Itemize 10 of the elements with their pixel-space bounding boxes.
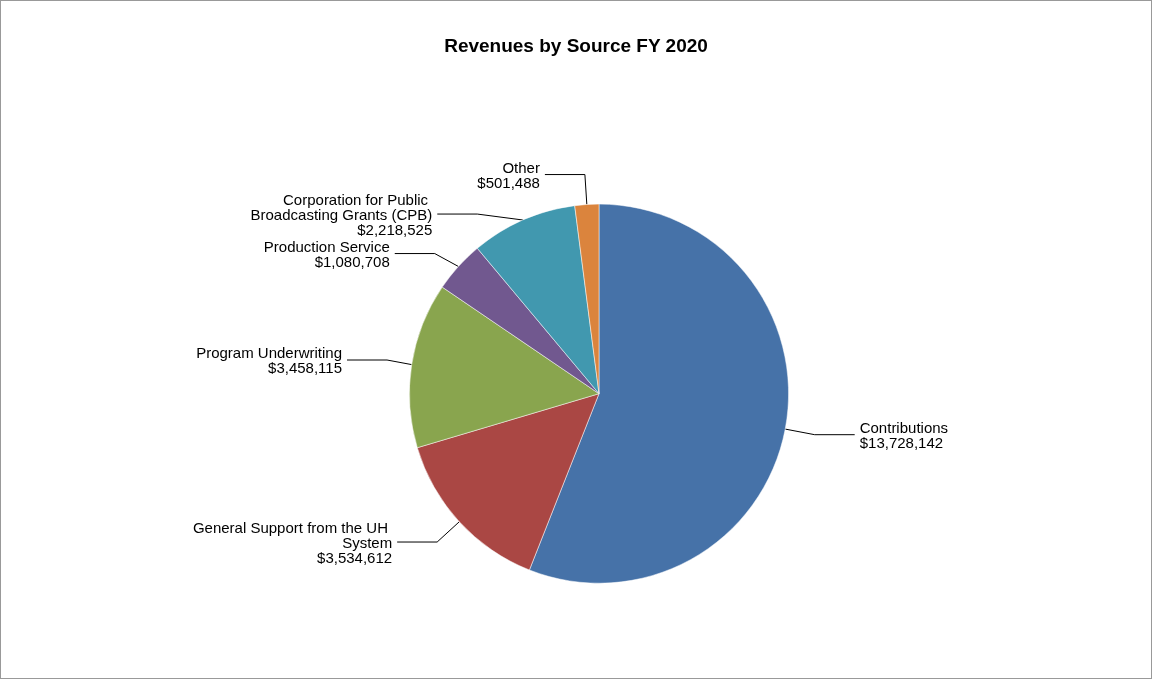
- slice-label: Other: [502, 158, 540, 176]
- slice-label: General Support from the UH System: [192, 518, 393, 551]
- chart-title: Revenues by Source FY 2020: [444, 35, 708, 56]
- slice-label: Program Underwriting: [196, 344, 343, 361]
- slice-label: Corporation for Public Broadcasting Grants (CPB): [250, 190, 433, 223]
- data-label: $501,488: [477, 173, 540, 191]
- data-label: $1,080,708: [314, 252, 390, 270]
- slice-label: Production Service: [263, 237, 390, 255]
- slice-label: Contributions: [859, 418, 949, 436]
- data-label: $13,728,142: [859, 433, 944, 451]
